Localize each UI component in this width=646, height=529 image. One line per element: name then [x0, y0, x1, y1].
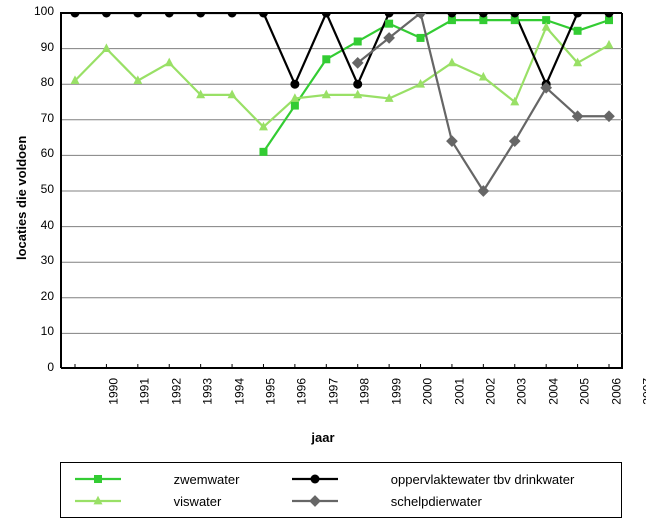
x-tick-label: 2004 — [546, 378, 560, 405]
x-tick-label: 1992 — [170, 378, 184, 405]
y-tick-label: 90 — [26, 40, 54, 54]
x-tick-label: 1999 — [389, 378, 403, 405]
legend-label-schelpdierwater: schelpdierwater — [391, 494, 607, 509]
legend-swatch-viswater — [75, 493, 121, 509]
x-tick-label: 1995 — [264, 378, 278, 405]
legend: zwemwater oppervlaktewater tbv drinkwater… — [60, 462, 622, 518]
x-tick-label: 1991 — [138, 378, 152, 405]
y-tick-label: 70 — [26, 111, 54, 125]
chart-svg — [61, 13, 623, 369]
chart-container: { "chart": { "type": "line", "background… — [0, 0, 646, 529]
y-tick-label: 60 — [26, 146, 54, 160]
y-tick-label: 20 — [26, 289, 54, 303]
x-tick-label: 2003 — [515, 378, 529, 405]
x-tick-label: 1990 — [107, 378, 121, 405]
legend-swatch-schelpdierwater — [292, 493, 338, 509]
x-tick-label: 1994 — [232, 378, 246, 405]
y-tick-label: 40 — [26, 218, 54, 232]
legend-swatch-zwemwater — [75, 471, 121, 487]
x-tick-label: 2005 — [578, 378, 592, 405]
x-tick-label: 1997 — [327, 378, 341, 405]
y-tick-label: 30 — [26, 253, 54, 267]
legend-swatch-oppervlaktewater — [292, 471, 338, 487]
y-tick-label: 100 — [26, 4, 54, 18]
x-tick-label: 2000 — [421, 378, 435, 405]
x-tick-label: 1993 — [201, 378, 215, 405]
y-tick-label: 10 — [26, 324, 54, 338]
legend-label-zwemwater: zwemwater — [174, 472, 272, 487]
x-tick-label: 2006 — [609, 378, 623, 405]
x-axis-label: jaar — [0, 430, 646, 445]
legend-label-viswater: viswater — [174, 494, 272, 509]
y-tick-label: 80 — [26, 75, 54, 89]
x-tick-label: 1998 — [358, 378, 372, 405]
x-tick-label: 2001 — [452, 378, 466, 405]
x-tick-label: 2002 — [484, 378, 498, 405]
x-tick-label: 1996 — [295, 378, 309, 405]
x-tick-label: 2007 — [641, 378, 646, 405]
y-tick-label: 0 — [26, 360, 54, 374]
y-tick-label: 50 — [26, 182, 54, 196]
legend-label-oppervlaktewater: oppervlaktewater tbv drinkwater — [391, 472, 607, 487]
chart-plot-area — [60, 12, 622, 368]
